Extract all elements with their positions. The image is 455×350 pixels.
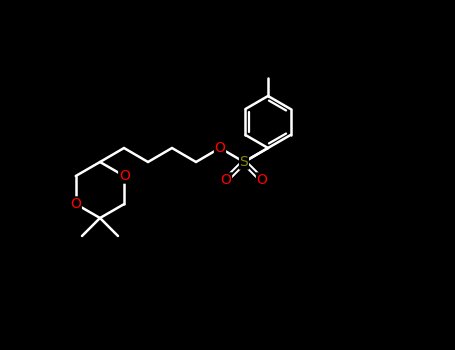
Text: S: S (240, 155, 248, 169)
Text: O: O (71, 197, 81, 211)
Text: O: O (257, 173, 268, 187)
Text: O: O (119, 169, 130, 183)
Text: O: O (215, 141, 225, 155)
Text: O: O (221, 173, 232, 187)
